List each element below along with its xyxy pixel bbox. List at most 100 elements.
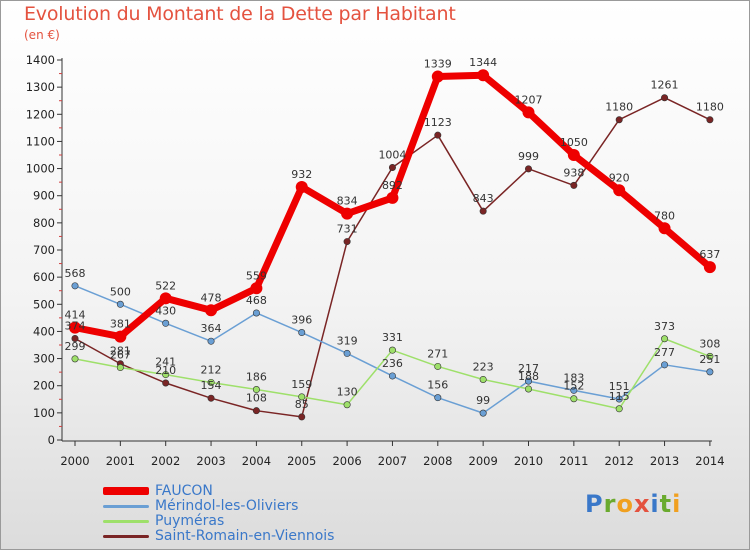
data-point [613,184,626,197]
data-label: 1207 [515,93,543,106]
data-label: 1261 [651,79,679,92]
data-label: 414 [65,309,86,322]
y-tick-label: 1200 [26,107,55,121]
legend-swatch [103,534,149,538]
data-label: 478 [201,291,222,304]
data-point [116,300,124,308]
data-label: 159 [291,378,312,391]
legend-swatch [103,504,149,508]
data-point [295,181,308,194]
data-point [162,379,170,387]
data-label: 108 [246,392,267,405]
data-label: 430 [155,304,176,317]
legend-label: Mérindol-les-Oliviers [155,498,299,514]
legend-item: Mérindol-les-Oliviers [103,498,299,514]
data-label: 223 [473,360,494,373]
data-label: 892 [382,179,403,192]
y-tick-label: 300 [33,352,55,366]
y-tick-label: 0 [48,433,55,447]
data-label: 210 [155,364,176,377]
data-label: 267 [110,349,131,362]
data-point [162,371,170,379]
data-point [252,386,260,394]
data-point [207,378,215,386]
data-point [431,70,444,83]
chart-subtitle: (en €) [24,28,60,42]
data-label: 85 [295,398,309,411]
data-label: 319 [337,334,358,347]
x-tick-label: 2003 [196,454,225,468]
data-label: 637 [699,248,720,261]
data-label: 500 [110,285,131,298]
data-label: 236 [382,357,403,370]
data-point [71,282,79,290]
x-tick-label: 2011 [559,454,588,468]
data-label: 99 [476,394,490,407]
data-label: 186 [246,371,267,384]
data-point [434,131,442,139]
data-label: 115 [609,390,630,403]
x-tick-label: 2000 [60,454,89,468]
legend-label: FAUCON [155,483,213,499]
data-label: 308 [699,337,720,350]
x-tick-label: 2010 [514,454,543,468]
data-point [706,352,714,360]
y-tick-label: 700 [33,243,55,257]
x-tick-label: 2001 [106,454,135,468]
data-label: 1004 [378,148,406,161]
y-tick-label: 200 [33,379,55,393]
x-tick-label: 2013 [650,454,679,468]
data-label: 559 [246,269,267,282]
data-label: 281 [110,345,131,358]
data-point [71,355,79,363]
data-label: 1339 [424,58,452,71]
data-label: 999 [518,150,539,163]
data-point [706,368,714,376]
data-point [570,386,578,394]
data-label: 1180 [696,101,724,114]
data-label: 154 [201,379,222,392]
data-label: 920 [609,171,630,184]
data-point [388,346,396,354]
data-point [615,395,623,403]
data-label: 156 [427,379,448,392]
data-point [252,309,260,317]
data-point [298,329,306,337]
legend-swatch [103,519,149,523]
y-tick-label: 500 [33,297,55,311]
data-point [388,372,396,380]
data-point [434,362,442,370]
y-tick-label: 1400 [26,53,55,67]
data-label: 1344 [469,56,497,69]
data-label: 299 [65,340,86,353]
data-point [116,364,124,372]
y-tick-label: 100 [33,406,55,420]
data-label: 396 [291,314,312,327]
data-point [343,238,351,246]
data-label: 1180 [605,101,633,114]
data-point [298,393,306,401]
data-label: 331 [382,331,403,344]
data-label: 183 [563,371,584,384]
data-point [343,401,351,409]
data-point [388,163,396,171]
data-label: 731 [337,223,358,236]
data-label: 241 [155,356,176,369]
data-point [250,282,263,295]
data-point [434,394,442,402]
y-tick-label: 1300 [26,80,55,94]
data-point [477,69,490,82]
legend-label: Puyméras [155,513,225,529]
data-point [570,395,578,403]
data-point [479,409,487,417]
x-tick-label: 2006 [332,454,361,468]
data-label: 212 [201,363,222,376]
data-point [522,106,535,119]
data-point [524,377,532,385]
data-label: 130 [337,386,358,399]
data-label: 217 [518,362,539,375]
data-label: 188 [518,370,539,383]
data-label: 373 [654,320,675,333]
data-point [524,165,532,173]
